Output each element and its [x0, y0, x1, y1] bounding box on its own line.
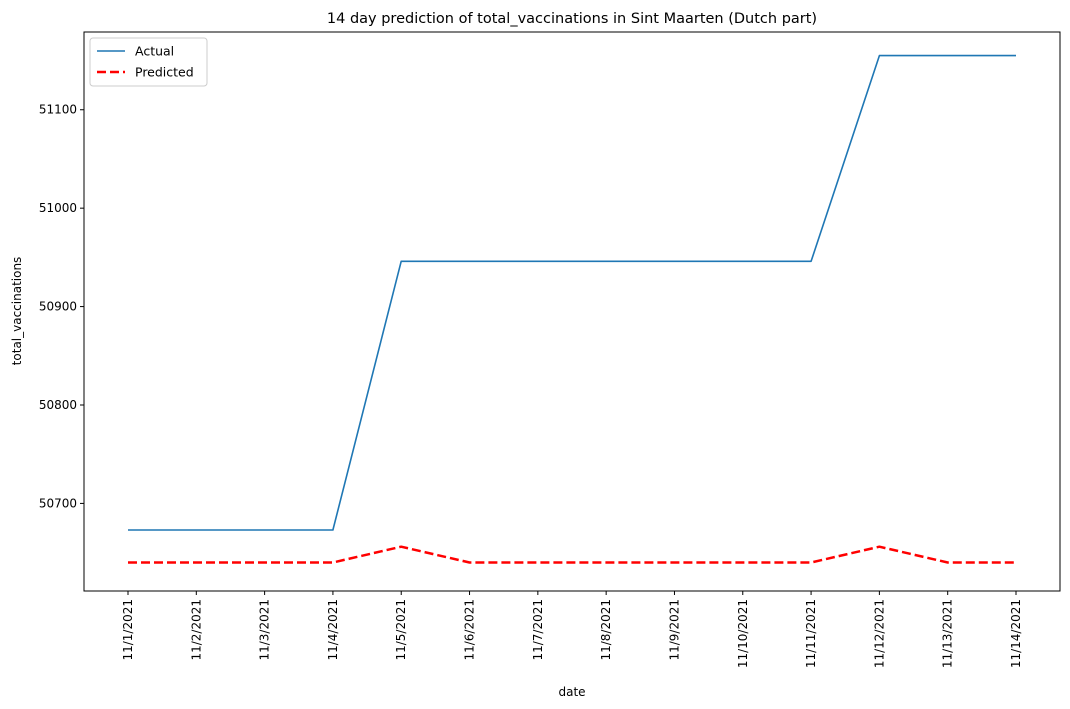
x-tick-label: 11/7/2021	[531, 599, 545, 661]
x-tick-label: 11/2/2021	[189, 599, 203, 661]
x-tick-label: 11/14/2021	[1009, 599, 1023, 668]
legend-box	[89, 37, 208, 87]
x-tick-label: 11/6/2021	[463, 599, 477, 661]
x-tick-label: 11/10/2021	[736, 599, 750, 668]
x-tick-label: 11/8/2021	[599, 599, 613, 661]
y-axis-label: total_vaccinations	[10, 257, 24, 366]
y-tick-label: 50700	[39, 496, 77, 510]
x-tick-label: 11/12/2021	[872, 599, 886, 668]
series-line-predicted	[128, 545, 1016, 564]
x-tick-label: 11/11/2021	[804, 599, 818, 668]
y-tick-label: 51100	[39, 103, 77, 117]
x-tick-label: 11/13/2021	[941, 599, 955, 668]
y-tick-label: 50900	[39, 300, 77, 314]
legend-label-actual: Actual	[135, 44, 174, 59]
x-tick-label: 11/4/2021	[326, 599, 340, 661]
axes-layer: 50700 50800 50900 51000 51100 11/1/2021 11/2/2…	[39, 31, 1061, 668]
y-tick-label: 50800	[39, 398, 77, 412]
y-tick-label: 51000	[39, 201, 77, 215]
series-layer	[128, 54, 1016, 564]
plot-frame	[83, 31, 1061, 592]
x-tick-label: 11/5/2021	[394, 599, 408, 661]
plot-area	[84, 32, 1060, 591]
x-axis-label: date	[558, 685, 585, 699]
x-tick-label: 11/9/2021	[667, 599, 681, 661]
x-tick-label: 11/3/2021	[258, 599, 272, 661]
x-tick-label: 11/1/2021	[121, 599, 135, 661]
series-line-actual	[128, 54, 1016, 531]
legend: Actual Predicted	[89, 37, 208, 87]
chart-title: 14 day prediction of total_vaccinations …	[327, 11, 817, 27]
legend-label-predicted: Predicted	[135, 65, 194, 80]
